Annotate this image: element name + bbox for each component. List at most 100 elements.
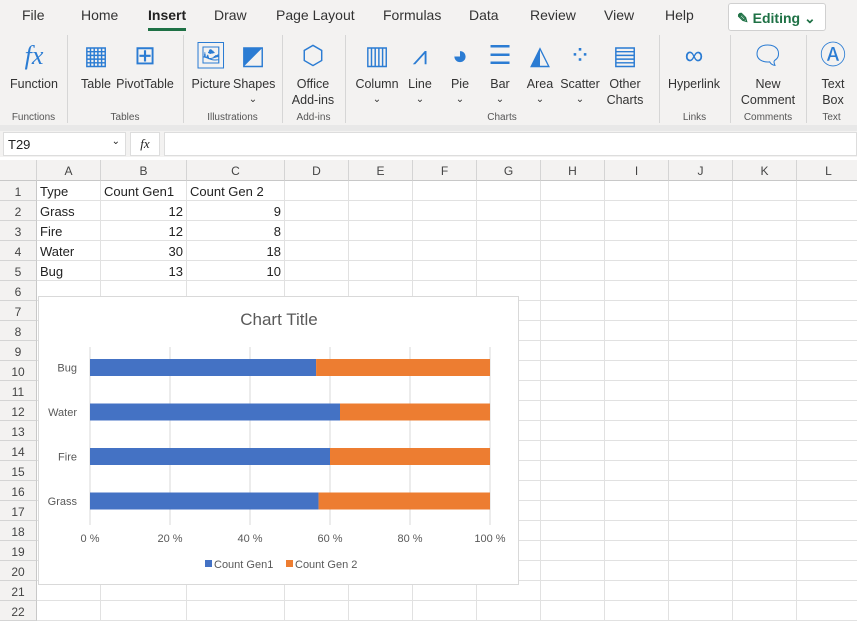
cell-J15[interactable] [669, 461, 733, 481]
row-header-19[interactable]: 19 [0, 541, 37, 561]
cell-K21[interactable] [733, 581, 797, 601]
cell-K3[interactable] [733, 221, 797, 241]
tab-insert[interactable]: Insert [148, 7, 187, 31]
cell-J14[interactable] [669, 441, 733, 461]
row-header-20[interactable]: 20 [0, 561, 37, 581]
cell-H19[interactable] [541, 541, 605, 561]
area-button[interactable]: ◭ Area ⌄ [524, 38, 556, 108]
cell-J19[interactable] [669, 541, 733, 561]
cell-J21[interactable] [669, 581, 733, 601]
cell-K15[interactable] [733, 461, 797, 481]
cell-J8[interactable] [669, 321, 733, 341]
cell-H5[interactable] [541, 261, 605, 281]
cell-D1[interactable] [285, 181, 349, 201]
cell-L18[interactable] [797, 521, 857, 541]
cell-F21[interactable] [413, 581, 477, 601]
cell-J2[interactable] [669, 201, 733, 221]
column-header-J[interactable]: J [669, 160, 733, 181]
cell-D22[interactable] [285, 601, 349, 621]
tab-formulas[interactable]: Formulas [383, 7, 442, 23]
cell-C5[interactable]: 10 [187, 261, 285, 281]
cell-E22[interactable] [349, 601, 413, 621]
tab-draw[interactable]: Draw [214, 7, 247, 23]
other-charts-button[interactable]: ▤ Other Charts [605, 38, 645, 108]
cell-C3[interactable]: 8 [187, 221, 285, 241]
table-button[interactable]: ▦ Table [76, 38, 116, 92]
cell-B3[interactable]: 12 [101, 221, 187, 241]
cell-K10[interactable] [733, 361, 797, 381]
cell-I14[interactable] [605, 441, 669, 461]
cell-F4[interactable] [413, 241, 477, 261]
cell-I11[interactable] [605, 381, 669, 401]
cell-I6[interactable] [605, 281, 669, 301]
cell-K13[interactable] [733, 421, 797, 441]
cell-A5[interactable]: Bug [37, 261, 101, 281]
cell-J4[interactable] [669, 241, 733, 261]
cell-I17[interactable] [605, 501, 669, 521]
name-box[interactable]: T29 ⌄ [3, 132, 126, 156]
row-header-8[interactable]: 8 [0, 321, 37, 341]
row-header-5[interactable]: 5 [0, 261, 37, 281]
cell-J10[interactable] [669, 361, 733, 381]
cell-F5[interactable] [413, 261, 477, 281]
cell-L11[interactable] [797, 381, 857, 401]
cell-J7[interactable] [669, 301, 733, 321]
cell-H22[interactable] [541, 601, 605, 621]
cell-I12[interactable] [605, 401, 669, 421]
cell-I16[interactable] [605, 481, 669, 501]
cell-K22[interactable] [733, 601, 797, 621]
cell-E4[interactable] [349, 241, 413, 261]
cell-H11[interactable] [541, 381, 605, 401]
editing-mode-button[interactable]: ✎ Editing ⌄ [728, 3, 826, 31]
row-header-21[interactable]: 21 [0, 581, 37, 601]
column-header-L[interactable]: L [797, 160, 857, 181]
cell-J5[interactable] [669, 261, 733, 281]
cell-L17[interactable] [797, 501, 857, 521]
column-header-G[interactable]: G [477, 160, 541, 181]
row-header-17[interactable]: 17 [0, 501, 37, 521]
cell-A2[interactable]: Grass [37, 201, 101, 221]
cell-H14[interactable] [541, 441, 605, 461]
cell-L5[interactable] [797, 261, 857, 281]
cell-I8[interactable] [605, 321, 669, 341]
cell-I18[interactable] [605, 521, 669, 541]
cell-K20[interactable] [733, 561, 797, 581]
row-header-10[interactable]: 10 [0, 361, 37, 381]
bar-count-gen1-bug[interactable] [90, 359, 317, 376]
bar-count-gen-2-bug[interactable] [316, 359, 490, 376]
cell-K6[interactable] [733, 281, 797, 301]
column-header-B[interactable]: B [101, 160, 187, 181]
cell-L4[interactable] [797, 241, 857, 261]
cell-E1[interactable] [349, 181, 413, 201]
cell-J20[interactable] [669, 561, 733, 581]
cell-J3[interactable] [669, 221, 733, 241]
cell-H15[interactable] [541, 461, 605, 481]
tab-data[interactable]: Data [469, 7, 499, 23]
bar-count-gen-2-water[interactable] [340, 403, 490, 421]
cell-H7[interactable] [541, 301, 605, 321]
cell-C22[interactable] [187, 601, 285, 621]
insert-function-button[interactable]: fx [130, 132, 160, 156]
cell-J13[interactable] [669, 421, 733, 441]
cell-K11[interactable] [733, 381, 797, 401]
shapes-button[interactable]: ◩ Shapes ⌄ [233, 38, 275, 108]
cell-K1[interactable] [733, 181, 797, 201]
cell-K9[interactable] [733, 341, 797, 361]
bar-count-gen1-grass[interactable] [90, 492, 319, 510]
cell-L19[interactable] [797, 541, 857, 561]
row-header-4[interactable]: 4 [0, 241, 37, 261]
new-comment-button[interactable]: 🗨 New Comment [738, 38, 798, 108]
cell-B22[interactable] [101, 601, 187, 621]
column-header-H[interactable]: H [541, 160, 605, 181]
cell-I21[interactable] [605, 581, 669, 601]
cell-G2[interactable] [477, 201, 541, 221]
cell-G4[interactable] [477, 241, 541, 261]
cell-G5[interactable] [477, 261, 541, 281]
cell-I22[interactable] [605, 601, 669, 621]
row-header-3[interactable]: 3 [0, 221, 37, 241]
line-button[interactable]: ⩘ Line ⌄ [404, 38, 436, 108]
cell-E3[interactable] [349, 221, 413, 241]
cell-I9[interactable] [605, 341, 669, 361]
cell-H4[interactable] [541, 241, 605, 261]
cell-L7[interactable] [797, 301, 857, 321]
